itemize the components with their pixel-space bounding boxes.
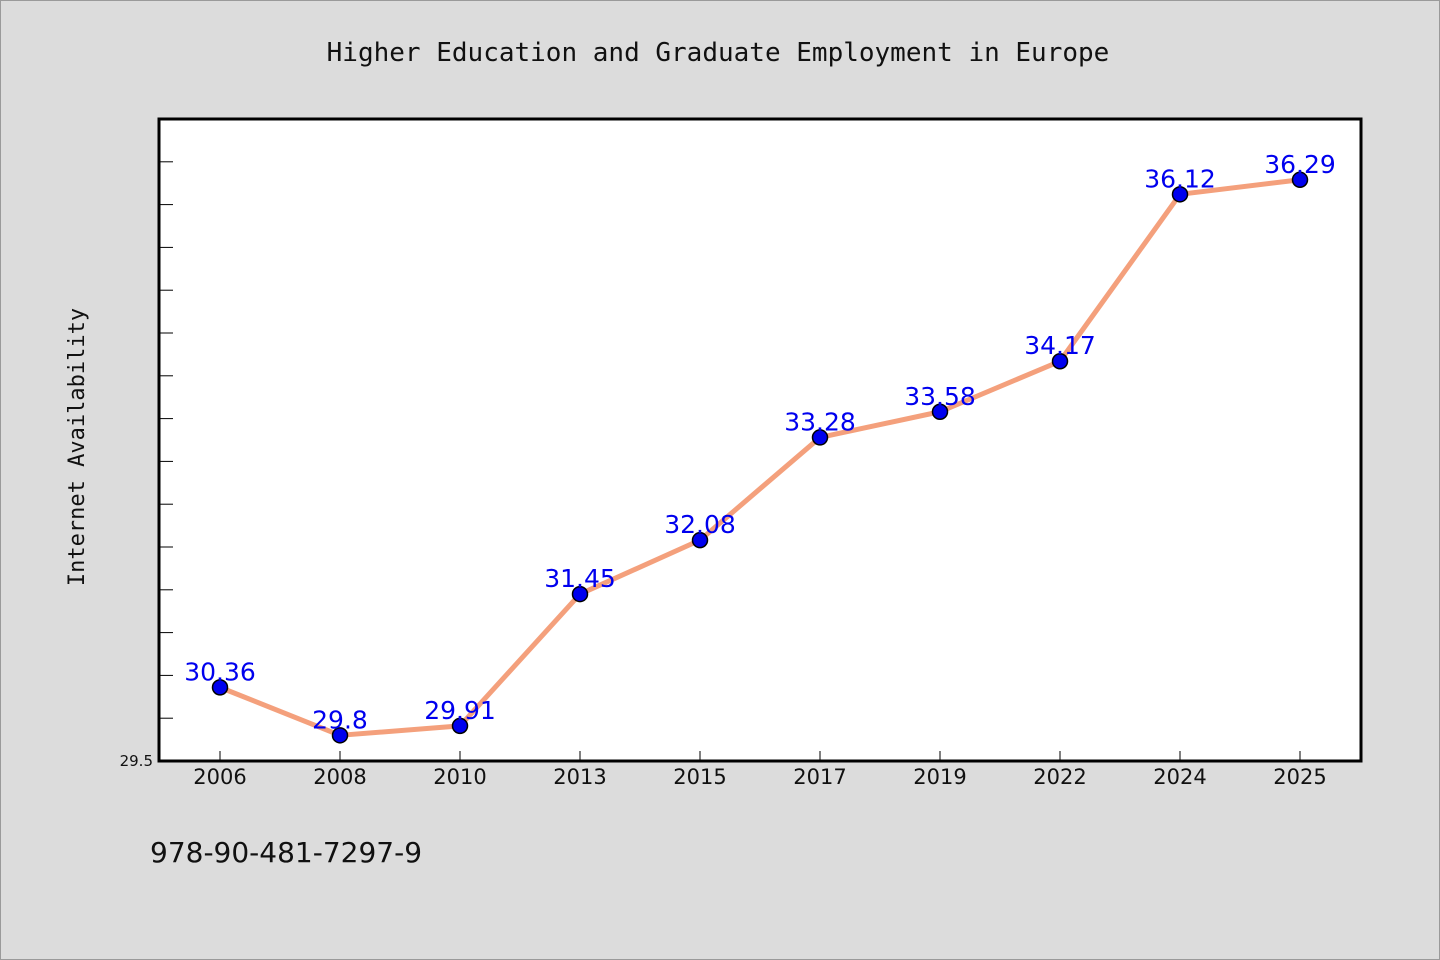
x-tick-label: 2025 <box>1273 765 1326 789</box>
data-point <box>331 727 349 744</box>
series-layer: 30.36 29.8 29.91 31.45 32.08 33.28 33.58 34.17 3… <box>184 150 1336 744</box>
data-point <box>451 717 469 735</box>
data-point <box>691 531 709 549</box>
data-label: 31.45 <box>544 564 616 593</box>
data-label: 36.29 <box>1264 150 1336 179</box>
data-point <box>211 679 229 696</box>
data-point <box>931 403 949 421</box>
y-axis-label: Internet Availability <box>65 308 90 586</box>
x-tick-label: 2010 <box>433 765 486 789</box>
x-tick-label: 2019 <box>913 765 966 789</box>
data-label: 29.91 <box>424 696 496 725</box>
x-tick-label: 2017 <box>793 765 846 789</box>
y-tick-label: 29.5 <box>120 752 153 770</box>
data-label: 33.58 <box>904 382 976 411</box>
y-axis-ticks: 29.5 <box>120 161 173 770</box>
data-label: 33.28 <box>784 407 856 436</box>
x-tick-label: 2006 <box>193 765 246 789</box>
data-point <box>1051 352 1069 370</box>
data-point <box>571 585 589 603</box>
plot-area <box>157 117 1363 763</box>
series-line <box>217 177 1303 738</box>
data-label: 32.08 <box>664 510 736 539</box>
x-tick-label: 2015 <box>673 765 726 789</box>
x-tick-label: 2022 <box>1033 765 1086 789</box>
data-point <box>1291 171 1309 189</box>
data-label: 29.8 <box>312 705 368 734</box>
data-label: 36.12 <box>1144 164 1216 193</box>
data-label: 34.17 <box>1024 331 1096 360</box>
x-axis-ticks: 2006 2008 2010 2013 2015 2017 2019 2022 2024 2025 <box>193 751 1327 789</box>
data-label: 30.36 <box>184 657 256 686</box>
data-point <box>1171 186 1189 203</box>
x-tick-label: 2008 <box>313 765 366 789</box>
chart-title: Higher Education and Graduate Employment… <box>327 38 1110 68</box>
footer-id-text: 978-90-481-7297-9 <box>150 836 422 869</box>
x-tick-label: 2024 <box>1153 765 1206 789</box>
data-point <box>811 429 829 446</box>
x-tick-label: 2013 <box>553 765 606 789</box>
